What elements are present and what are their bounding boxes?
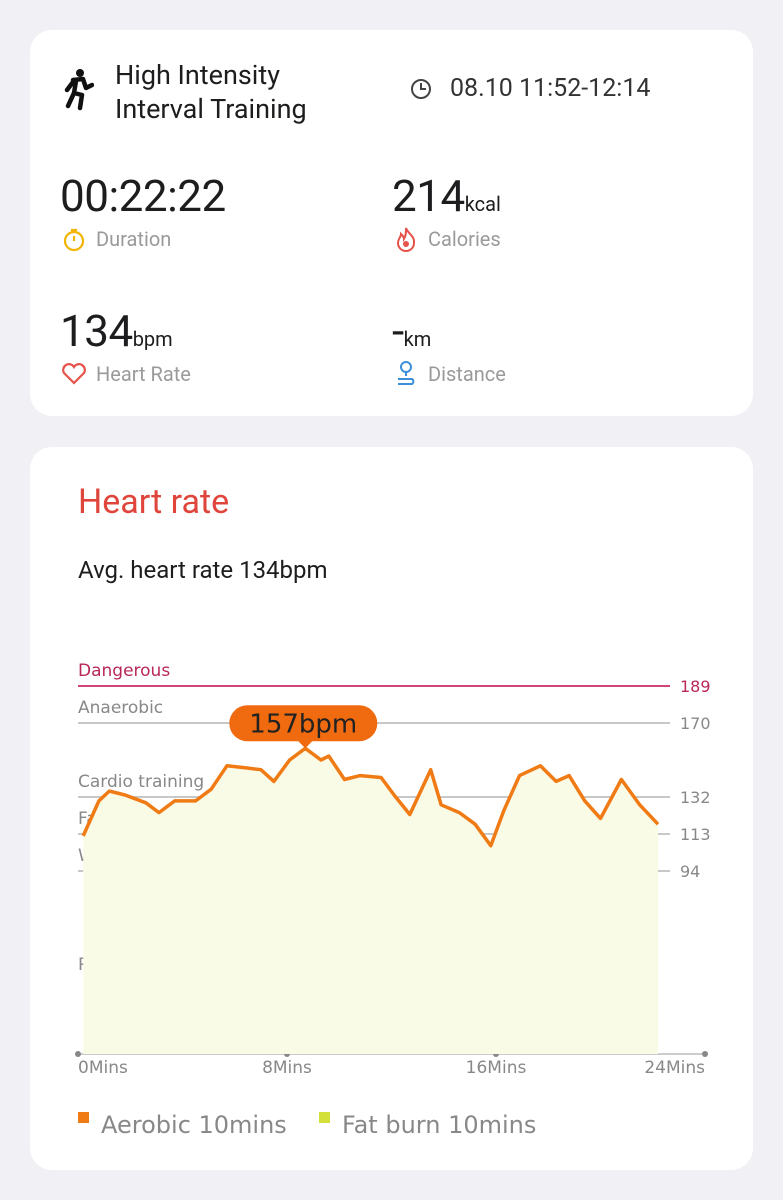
heart-icon <box>62 363 86 385</box>
workout-title: High Intensity Interval Training <box>115 59 307 125</box>
peak-pointer <box>297 740 314 749</box>
metric: -km <box>392 305 431 357</box>
x-tick <box>702 1051 708 1057</box>
legend-swatch <box>319 1112 330 1123</box>
workout-time: 08.10 11:52-12:14 <box>450 74 651 103</box>
y-tick-label: 113 <box>680 825 711 844</box>
metric-label: Distance <box>428 362 506 386</box>
clock-icon <box>411 79 431 99</box>
zone-label: Cardio training <box>78 772 204 792</box>
metric-unit: bpm <box>132 327 173 351</box>
x-tick-label: 24Mins <box>644 1058 705 1078</box>
metric: 214kcal <box>392 170 501 222</box>
distance-icon <box>398 361 415 385</box>
metric-value: 00:22:22 <box>60 170 226 222</box>
summary-card <box>30 30 753 416</box>
legend-label: Aerobic 10mins <box>101 1111 287 1139</box>
metric-unit: km <box>403 327 432 351</box>
x-tick-label: 8Mins <box>262 1058 312 1078</box>
metric-value: - <box>392 305 404 357</box>
metric-label: Duration <box>96 227 172 251</box>
metric: 134bpm <box>60 305 173 357</box>
y-tick-label: 132 <box>680 788 711 807</box>
metric-value: 214 <box>392 170 465 222</box>
y-tick-label: 170 <box>680 714 711 733</box>
x-tick-label: 0Mins <box>78 1058 128 1078</box>
chart-subtitle: Avg. heart rate 134bpm <box>78 556 328 584</box>
zone-label: Anaerobic <box>78 698 163 718</box>
x-tick <box>75 1051 81 1057</box>
legend-label: Fat burn 10mins <box>342 1111 536 1139</box>
y-tick-label: 189 <box>680 677 711 696</box>
workout-icon <box>64 69 94 111</box>
chart-title: Heart rate <box>78 482 230 522</box>
zone-label: Dangerous <box>78 661 170 681</box>
peak-bubble <box>229 705 378 742</box>
y-tick-label: 94 <box>680 862 700 881</box>
x-tick-label: 16Mins <box>466 1058 527 1078</box>
duration-icon <box>63 228 85 252</box>
calories-icon <box>396 227 416 252</box>
peak-label: 157bpm <box>249 709 357 739</box>
metric-value: 134 <box>60 305 133 357</box>
metric-label: Heart Rate <box>96 362 191 386</box>
metric-unit: kcal <box>464 192 501 216</box>
legend-swatch <box>78 1112 89 1123</box>
line <box>81 746 660 848</box>
area <box>83 748 658 1054</box>
metric-label: Calories <box>428 227 501 251</box>
